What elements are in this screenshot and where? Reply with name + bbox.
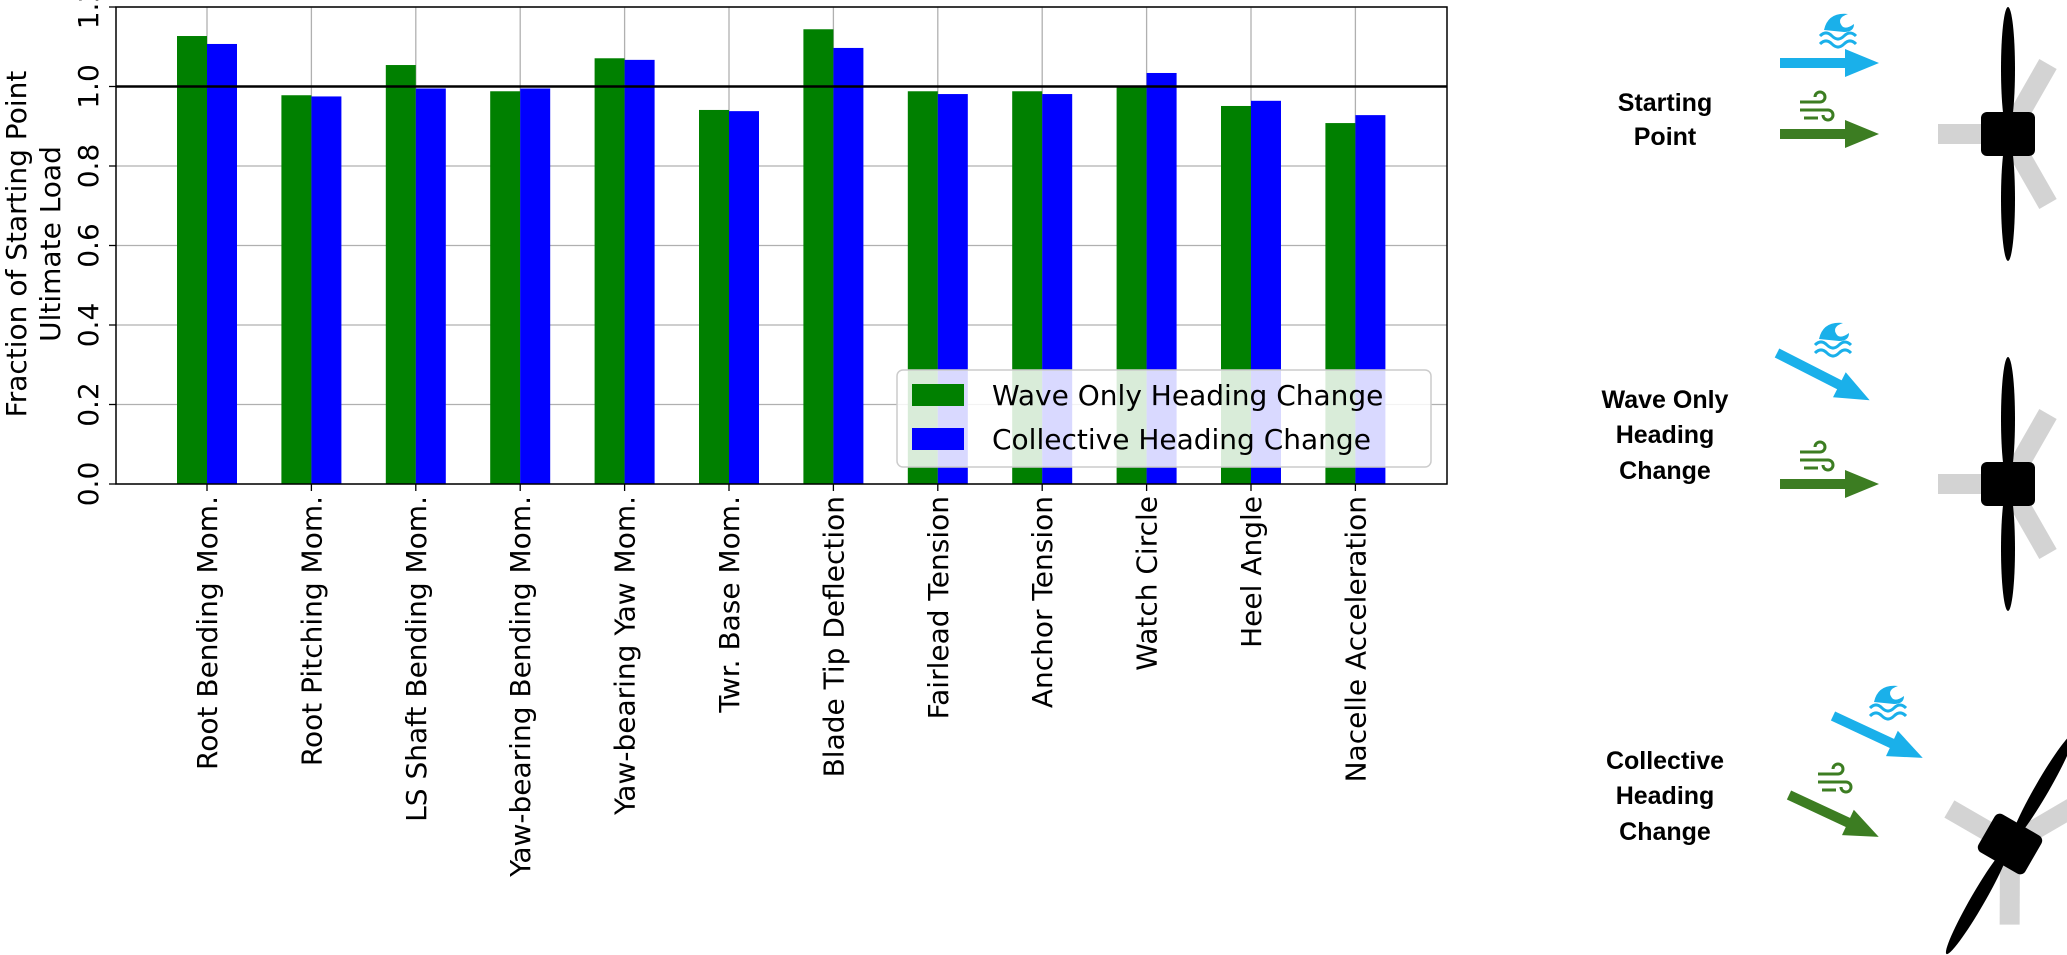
panel-label: Point [1634,123,1697,151]
bar [833,47,864,484]
legend-box [896,369,1432,468]
legend-swatch [912,384,964,406]
y-axis-label: Ultimate Load [34,146,67,342]
bar [385,65,416,484]
x-tick-label: Root Bending Mom. [191,496,224,770]
panel-label: Heading [1616,421,1715,449]
x-tick-label: Fairlead Tension [922,496,955,719]
legend-label: Collective Heading Change [992,423,1371,456]
x-tick-label: Nacelle Acceleration [1339,496,1372,782]
y-tick-label: 0.8 [72,144,105,189]
panel-label: Heading [1616,782,1715,810]
x-tick-label: Blade Tip Deflection [817,496,850,777]
panel-label: Wave Only [1602,386,1729,414]
panel-label: Starting [1618,89,1712,117]
y-tick-label: 0.2 [72,382,105,427]
bar [490,91,521,485]
panel-label: Change [1619,818,1711,846]
bar [803,29,834,484]
bar [415,88,446,485]
bar [729,111,759,485]
x-tick-label: Anchor Tension [1026,496,1059,708]
x-tick-label: Twr. Base Mom. [713,496,746,714]
y-tick-label: 0.6 [72,223,105,268]
bar [281,95,312,485]
y-tick-label: 1.2 [72,0,105,29]
x-tick-label: LS Shaft Bending Mom. [400,496,433,822]
panel-label: Change [1619,457,1711,485]
x-tick-label: Yaw-bearing Bending Mom. [504,496,537,878]
bar [699,109,729,484]
bar [177,36,207,485]
bar [594,58,625,485]
diagram: Starting Point Wave Only Heading Change Colle… [1602,7,2067,955]
legend-label: Wave Only Heading Change [992,379,1383,412]
bar [520,88,551,485]
panel-icons [1774,7,2067,955]
plot-frame [115,6,1448,485]
y-tick-label: 0.0 [72,462,105,507]
bar [207,43,237,484]
y-axis-label: Fraction of Starting Point [0,71,33,418]
panel-label: Collective [1606,747,1724,775]
y-tick-label: 1.0 [72,64,105,109]
x-tick-label: Yaw-bearing Yaw Mom. [609,496,642,816]
legend-swatch [912,428,964,450]
x-tick-label: Watch Circle [1131,496,1164,671]
bar [624,59,655,485]
bar [311,96,342,484]
x-tick-label: Heel Angle [1235,496,1268,648]
x-tick-label: Root Pitching Mom. [295,496,328,766]
y-tick-label: 0.4 [72,303,105,348]
